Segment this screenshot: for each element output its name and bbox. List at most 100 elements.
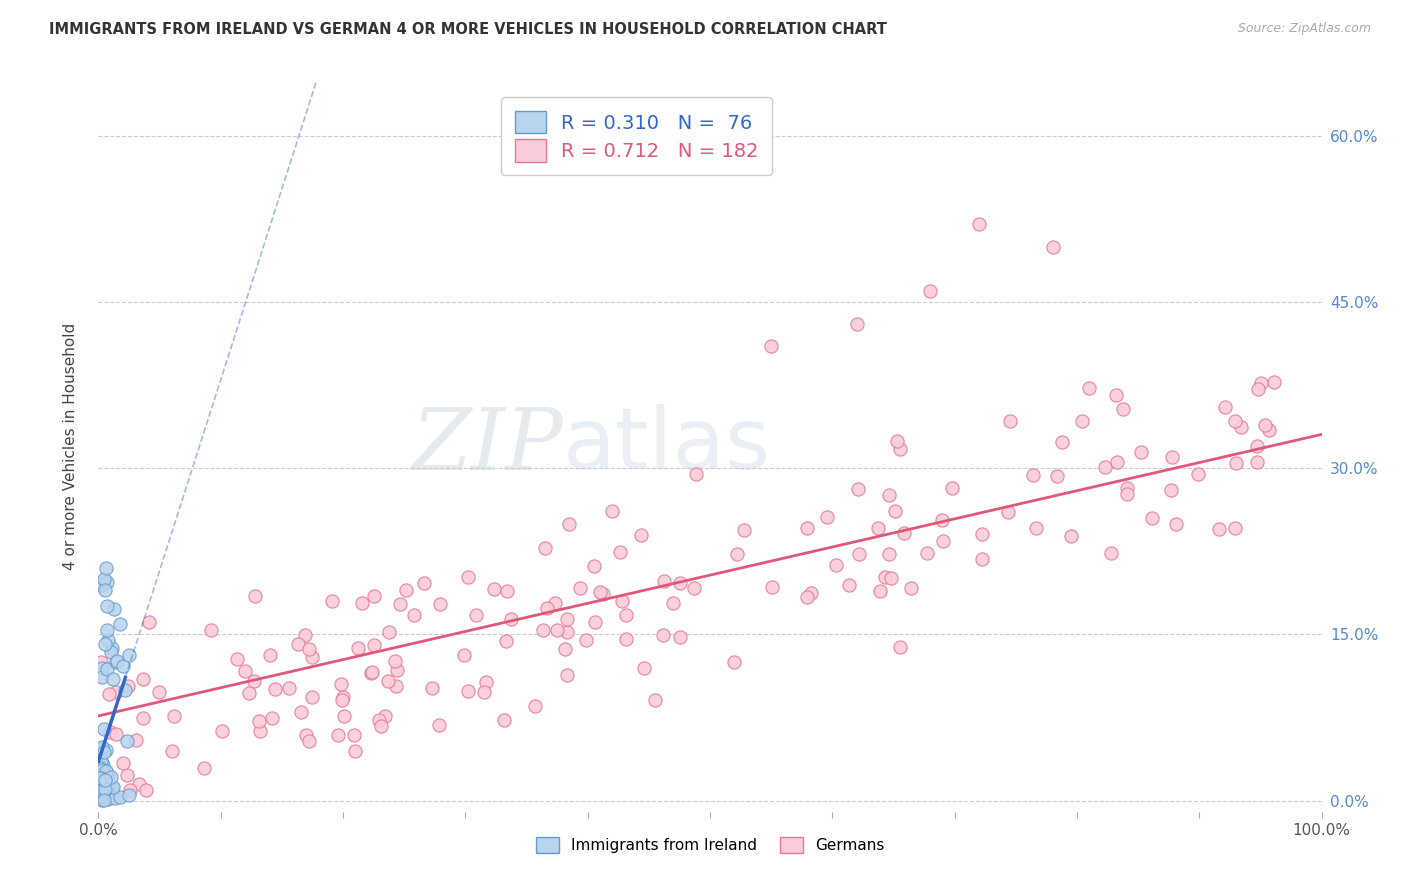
Point xyxy=(1000,415,1022,429)
Point xyxy=(1116,481,1139,495)
Point xyxy=(900,581,922,595)
Point xyxy=(370,719,392,733)
Point xyxy=(474,675,496,690)
Point xyxy=(287,637,309,651)
Point xyxy=(557,612,579,626)
Point xyxy=(420,681,443,695)
Point xyxy=(332,709,354,723)
Point xyxy=(644,692,666,706)
Point xyxy=(90,578,112,592)
Point xyxy=(90,670,112,684)
Y-axis label: 4 or more Vehicles in Household: 4 or more Vehicles in Household xyxy=(63,322,77,570)
Point xyxy=(96,766,118,780)
Point xyxy=(1105,388,1128,402)
Point xyxy=(879,571,901,585)
Point xyxy=(368,713,391,727)
Point xyxy=(105,654,128,668)
Point xyxy=(298,642,321,657)
Point xyxy=(652,574,675,588)
Point xyxy=(1070,414,1092,428)
Point xyxy=(90,769,112,783)
Point xyxy=(94,764,117,778)
Point xyxy=(93,572,115,586)
Point xyxy=(93,780,115,794)
Point xyxy=(94,782,117,797)
Point xyxy=(138,615,160,629)
Point xyxy=(1046,469,1069,483)
Point xyxy=(1160,450,1182,464)
Point xyxy=(97,632,120,647)
Point xyxy=(536,601,558,615)
Point xyxy=(96,623,118,637)
Point xyxy=(495,634,517,648)
Point xyxy=(893,525,915,540)
Point xyxy=(1025,521,1047,535)
Point xyxy=(1112,401,1135,416)
Point xyxy=(1142,511,1164,525)
Point xyxy=(1187,467,1209,482)
Point xyxy=(378,625,401,640)
Point xyxy=(1042,239,1064,253)
Point xyxy=(97,780,120,794)
Point xyxy=(374,709,396,723)
Point xyxy=(91,740,114,755)
Point xyxy=(97,792,120,806)
Point xyxy=(472,685,495,699)
Point xyxy=(93,786,115,800)
Point xyxy=(249,723,271,738)
Point xyxy=(211,724,233,739)
Point xyxy=(103,780,125,794)
Point xyxy=(98,725,121,739)
Point xyxy=(546,623,568,637)
Point xyxy=(384,654,406,668)
Point xyxy=(226,652,249,666)
Point xyxy=(321,594,343,608)
Point xyxy=(148,685,170,699)
Point xyxy=(101,641,124,656)
Point xyxy=(1099,546,1122,560)
Point xyxy=(402,608,425,623)
Point xyxy=(633,661,655,675)
Point xyxy=(90,783,112,797)
Point xyxy=(385,679,408,693)
Point xyxy=(243,674,266,689)
Point xyxy=(110,617,132,632)
Point xyxy=(457,570,479,584)
Point xyxy=(91,781,114,796)
Point xyxy=(94,742,117,756)
Point xyxy=(100,645,122,659)
Point xyxy=(97,783,120,797)
Point xyxy=(118,789,141,803)
Point xyxy=(90,754,112,768)
Point xyxy=(301,650,323,665)
Point xyxy=(592,586,614,600)
Point xyxy=(91,790,114,805)
Point xyxy=(583,615,606,630)
Point xyxy=(534,541,557,556)
Point xyxy=(453,648,475,662)
Point xyxy=(796,521,818,535)
Point xyxy=(277,681,299,695)
Point xyxy=(344,744,367,758)
Text: Source: ZipAtlas.com: Source: ZipAtlas.com xyxy=(1237,22,1371,36)
Point xyxy=(132,672,155,686)
Point xyxy=(96,791,118,805)
Point xyxy=(388,598,411,612)
Point xyxy=(395,582,418,597)
Point xyxy=(117,733,139,747)
Point xyxy=(669,575,692,590)
Point xyxy=(111,756,134,771)
Point xyxy=(91,789,114,803)
Point xyxy=(543,596,565,610)
Point xyxy=(614,632,637,646)
Point xyxy=(609,545,631,559)
Point xyxy=(838,578,860,592)
Point xyxy=(1050,434,1073,449)
Text: IMMIGRANTS FROM IRELAND VS GERMAN 4 OR MORE VEHICLES IN HOUSEHOLD CORRELATION CH: IMMIGRANTS FROM IRELAND VS GERMAN 4 OR M… xyxy=(49,22,887,37)
Point xyxy=(1223,521,1246,535)
Point xyxy=(98,687,121,701)
Point xyxy=(889,442,911,456)
Point xyxy=(118,782,141,797)
Point xyxy=(1107,455,1129,469)
Point xyxy=(465,607,488,622)
